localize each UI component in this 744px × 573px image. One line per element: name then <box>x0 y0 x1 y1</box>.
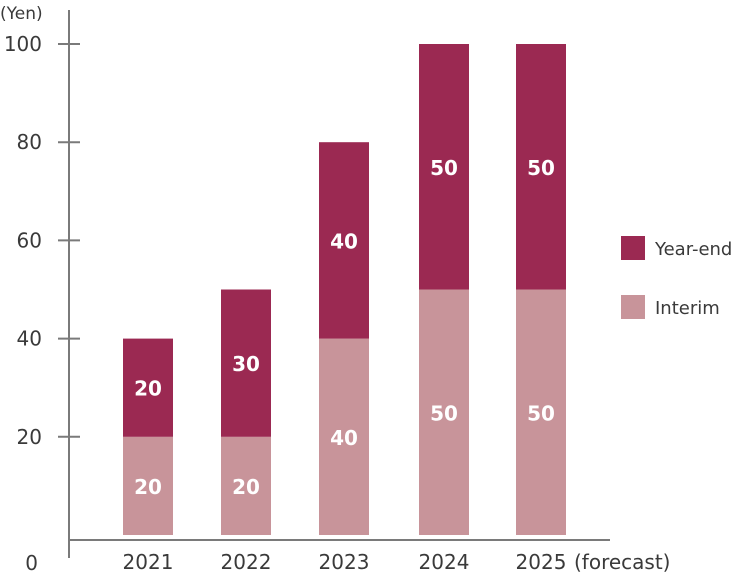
legend-swatch-interim <box>621 295 645 319</box>
bars: 20 20 20 30 40 40 50 50 50 50 <box>123 44 566 535</box>
x-axis-label-2022: 2022 <box>221 550 272 573</box>
y-tick-label-40: 40 <box>17 327 42 351</box>
x-axis-label-2023: 2023 <box>319 550 370 573</box>
bar-interim-2023 <box>319 338 369 535</box>
bar-interim-2022 <box>221 436 271 535</box>
y-axis-unit-label: (Yen) <box>0 4 43 24</box>
legend: Year-end Interim <box>621 236 732 319</box>
y-tick-label-100: 100 <box>4 32 42 56</box>
data-label-year-end-2023: 40 <box>330 229 358 253</box>
bar-year-end-2021 <box>123 338 173 437</box>
x-axis-label-suffix: (forecast) <box>574 550 670 573</box>
data-label-interim-2025: 50 <box>527 401 555 425</box>
legend-label-interim: Interim <box>655 298 720 319</box>
data-label-year-end-2021: 20 <box>134 377 162 401</box>
legend-swatch-year-end <box>621 236 645 260</box>
x-axis-label-2025: 2025 <box>516 550 567 573</box>
bar-interim-2025 <box>516 289 566 535</box>
bar-year-end-2022 <box>221 289 271 437</box>
x-axis-labels: (forecast) 2021 2022 2023 2024 2025 <box>123 550 671 573</box>
y-tick-label-80: 80 <box>17 130 42 154</box>
y-axis-ticks: 20 40 60 80 100 <box>4 32 80 449</box>
y-tick-label-60: 60 <box>17 228 42 252</box>
legend-label-year-end: Year-end <box>654 239 732 260</box>
bar-year-end-2025 <box>516 44 566 290</box>
data-label-interim-2023: 40 <box>330 426 358 450</box>
data-label-year-end-2022: 30 <box>232 352 260 376</box>
data-label-year-end-2025: 50 <box>527 156 555 180</box>
y-axis-zero-label: 0 <box>25 551 38 573</box>
y-tick-label-20: 20 <box>17 425 42 449</box>
data-label-year-end-2024: 50 <box>430 156 458 180</box>
bar-interim-2021 <box>123 436 173 535</box>
bar-interim-2024 <box>419 289 469 535</box>
data-label-interim-2022: 20 <box>232 475 260 499</box>
data-label-interim-2021: 20 <box>134 475 162 499</box>
x-axis-label-2024: 2024 <box>419 550 470 573</box>
data-label-interim-2024: 50 <box>430 401 458 425</box>
bar-year-end-2024 <box>419 44 469 290</box>
bar-year-end-2023 <box>319 142 369 339</box>
x-axis-label-2021: 2021 <box>123 550 174 573</box>
